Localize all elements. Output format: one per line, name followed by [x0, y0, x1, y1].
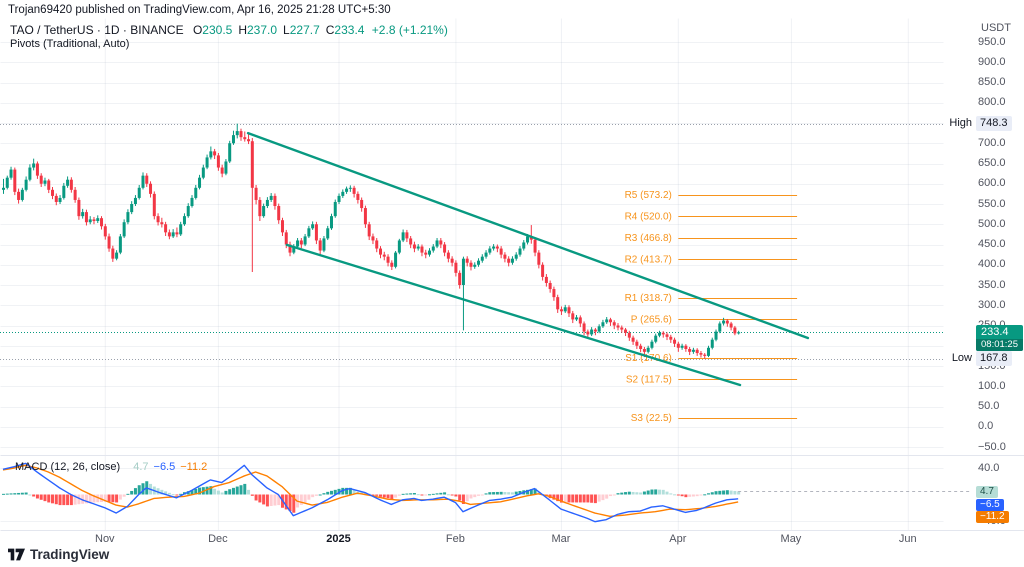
candlestick-chart-canvas[interactable] — [0, 0, 1024, 567]
chart-page: Trojan69420 published on TradingView.com… — [0, 0, 1024, 567]
